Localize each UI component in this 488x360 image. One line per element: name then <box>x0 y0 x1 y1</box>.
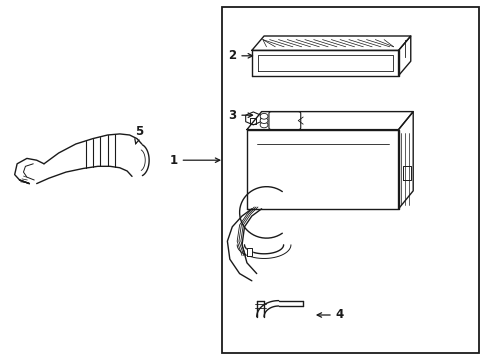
Text: 2: 2 <box>228 49 252 62</box>
Circle shape <box>260 113 267 119</box>
Circle shape <box>260 118 267 123</box>
Polygon shape <box>251 36 410 50</box>
Polygon shape <box>398 112 412 209</box>
Text: 1: 1 <box>169 154 219 167</box>
FancyBboxPatch shape <box>268 112 300 130</box>
Bar <box>222 7 478 353</box>
Polygon shape <box>246 130 398 209</box>
Polygon shape <box>250 118 256 124</box>
Circle shape <box>260 122 267 128</box>
Polygon shape <box>246 112 412 130</box>
Text: 3: 3 <box>228 109 252 122</box>
Polygon shape <box>398 36 410 76</box>
Polygon shape <box>246 248 251 256</box>
Text: 4: 4 <box>317 309 343 321</box>
Polygon shape <box>245 112 261 125</box>
Text: 5: 5 <box>135 125 143 144</box>
Polygon shape <box>251 50 398 76</box>
